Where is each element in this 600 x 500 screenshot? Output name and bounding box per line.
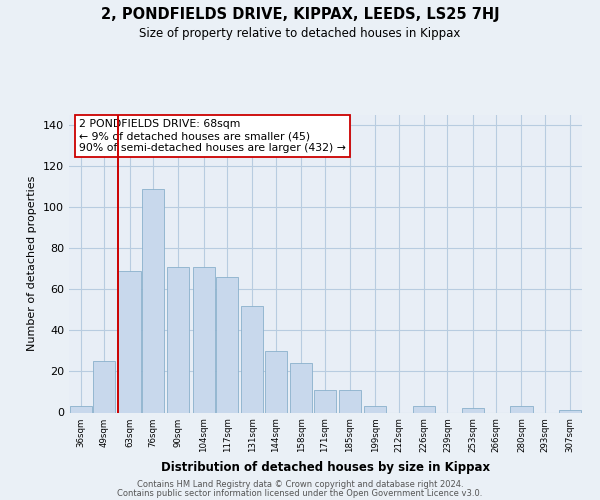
Y-axis label: Number of detached properties: Number of detached properties xyxy=(28,176,37,352)
Bar xyxy=(142,189,164,412)
Bar xyxy=(364,406,386,412)
Text: Contains public sector information licensed under the Open Government Licence v3: Contains public sector information licen… xyxy=(118,488,482,498)
Bar xyxy=(70,406,92,412)
Bar xyxy=(167,267,190,412)
Bar xyxy=(559,410,581,412)
Text: Size of property relative to detached houses in Kippax: Size of property relative to detached ho… xyxy=(139,28,461,40)
Bar xyxy=(241,306,263,412)
Bar xyxy=(265,351,287,412)
X-axis label: Distribution of detached houses by size in Kippax: Distribution of detached houses by size … xyxy=(161,460,490,473)
Bar xyxy=(339,390,361,412)
Text: 2, PONDFIELDS DRIVE, KIPPAX, LEEDS, LS25 7HJ: 2, PONDFIELDS DRIVE, KIPPAX, LEEDS, LS25… xyxy=(101,8,499,22)
Bar xyxy=(193,267,215,412)
Bar xyxy=(413,406,435,412)
Bar xyxy=(93,361,115,412)
Bar xyxy=(216,277,238,412)
Text: Contains HM Land Registry data © Crown copyright and database right 2024.: Contains HM Land Registry data © Crown c… xyxy=(137,480,463,489)
Bar xyxy=(461,408,484,412)
Bar xyxy=(511,406,533,412)
Bar xyxy=(290,364,312,412)
Bar xyxy=(314,390,335,412)
Text: 2 PONDFIELDS DRIVE: 68sqm
← 9% of detached houses are smaller (45)
90% of semi-d: 2 PONDFIELDS DRIVE: 68sqm ← 9% of detach… xyxy=(79,120,346,152)
Bar xyxy=(118,271,140,412)
